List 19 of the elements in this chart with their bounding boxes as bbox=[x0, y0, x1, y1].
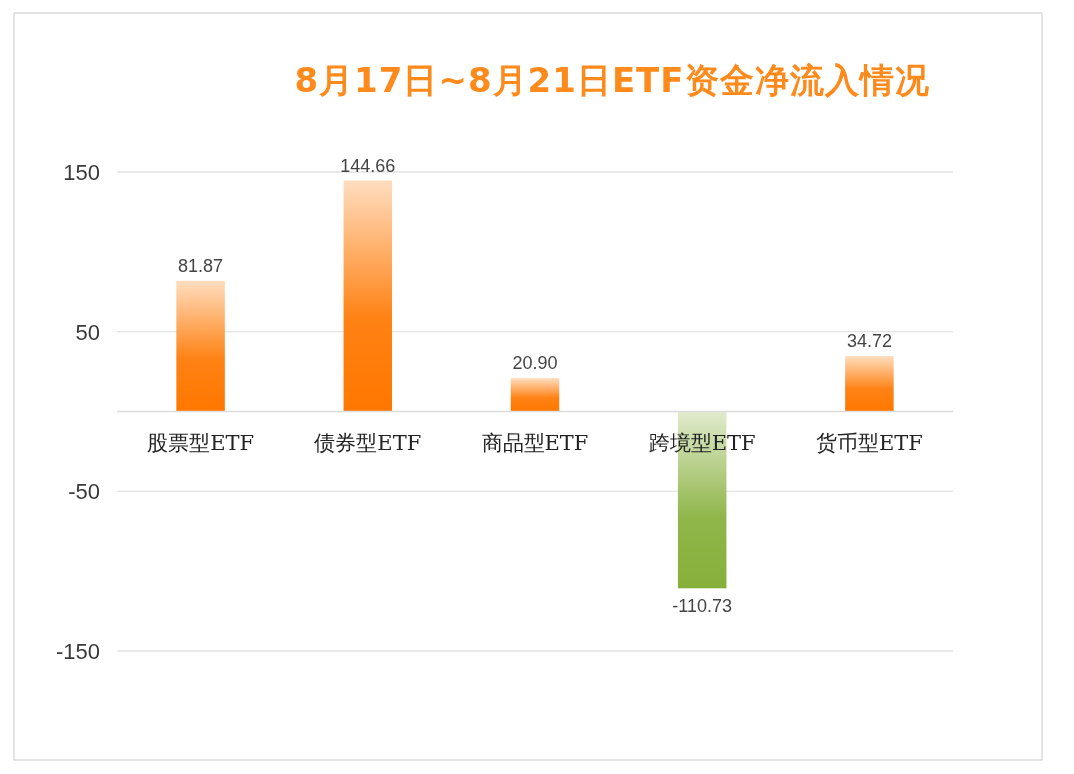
x-tick-label: 跨境型ETF bbox=[648, 430, 756, 455]
y-tick-label: 50 bbox=[75, 319, 100, 345]
data-label: 81.87 bbox=[178, 255, 224, 276]
y-tick-label: -150 bbox=[55, 639, 100, 664]
y-tick-label: 150 bbox=[63, 160, 100, 185]
data-label: 20.90 bbox=[512, 353, 558, 374]
bar bbox=[845, 356, 894, 412]
x-tick-label: 货币型ETF bbox=[815, 430, 923, 455]
bar bbox=[176, 280, 225, 412]
x-tick-label: 商品型ETF bbox=[481, 430, 589, 455]
data-label: -110.73 bbox=[672, 596, 733, 617]
bar bbox=[343, 180, 393, 412]
data-label: 144.66 bbox=[340, 155, 396, 176]
chart-title: 8月17日~8月21日ETF资金净流入情况 bbox=[294, 60, 930, 100]
bar bbox=[510, 378, 560, 412]
x-tick-label: 债券型ETF bbox=[314, 430, 422, 455]
x-tick-label: 股票型ETF bbox=[147, 430, 255, 455]
data-label: 34.72 bbox=[846, 331, 892, 352]
y-tick-label: -50 bbox=[68, 479, 100, 505]
